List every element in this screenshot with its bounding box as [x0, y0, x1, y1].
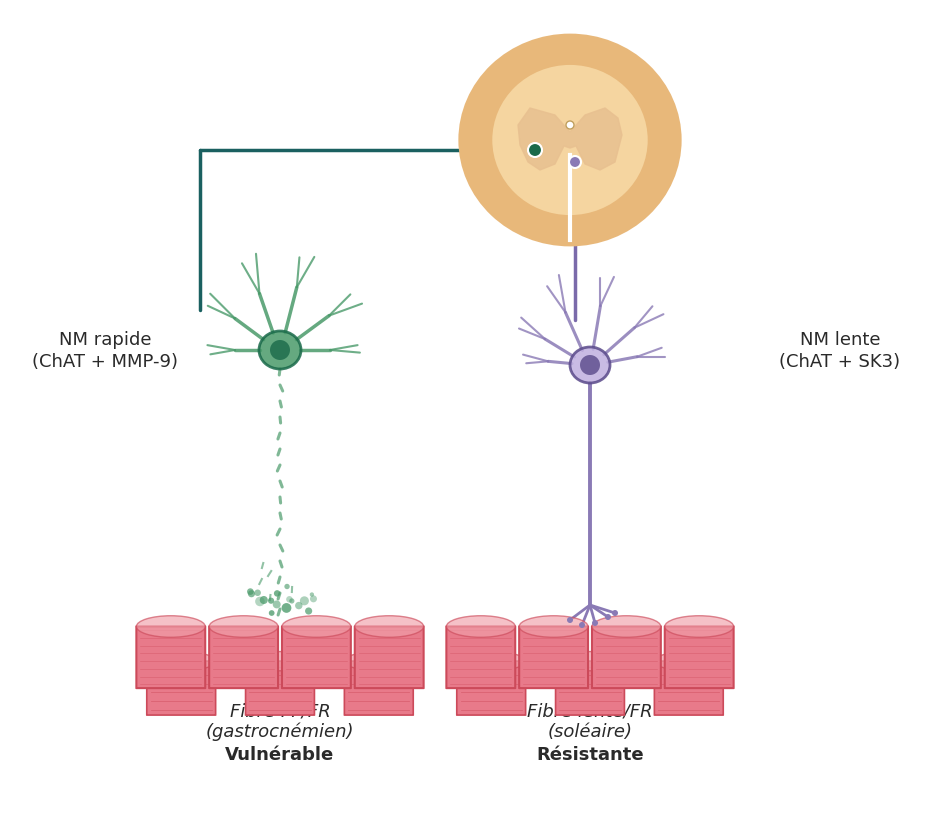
Ellipse shape [570, 347, 610, 383]
Circle shape [310, 592, 314, 596]
Ellipse shape [259, 331, 301, 369]
Circle shape [289, 598, 295, 604]
Circle shape [612, 610, 618, 616]
Circle shape [273, 601, 281, 608]
Circle shape [269, 610, 275, 616]
Circle shape [579, 622, 585, 628]
Circle shape [569, 156, 581, 168]
FancyBboxPatch shape [146, 661, 216, 715]
Circle shape [592, 620, 598, 626]
FancyBboxPatch shape [344, 661, 414, 715]
Circle shape [566, 121, 574, 129]
Text: (gastrocnémien): (gastrocnémien) [205, 722, 355, 741]
FancyBboxPatch shape [654, 661, 723, 715]
Circle shape [580, 355, 600, 375]
Circle shape [528, 143, 542, 157]
Ellipse shape [654, 652, 723, 671]
Circle shape [247, 588, 254, 595]
Ellipse shape [555, 652, 625, 671]
FancyBboxPatch shape [245, 661, 315, 715]
Circle shape [248, 591, 255, 597]
Circle shape [286, 596, 293, 602]
Text: Résistante: Résistante [536, 746, 644, 764]
Text: (ChAT + SK3): (ChAT + SK3) [780, 353, 901, 371]
FancyBboxPatch shape [209, 627, 278, 688]
FancyBboxPatch shape [665, 627, 733, 688]
Circle shape [270, 340, 290, 360]
Ellipse shape [245, 652, 315, 671]
FancyBboxPatch shape [555, 661, 625, 715]
Circle shape [255, 596, 264, 606]
Circle shape [310, 596, 317, 602]
Circle shape [300, 596, 309, 606]
Ellipse shape [519, 616, 588, 638]
FancyBboxPatch shape [446, 627, 515, 688]
Ellipse shape [136, 616, 205, 638]
Ellipse shape [146, 652, 216, 671]
Ellipse shape [282, 616, 351, 638]
Ellipse shape [492, 64, 649, 216]
Text: (ChAT + MMP-9): (ChAT + MMP-9) [32, 353, 178, 371]
Polygon shape [518, 108, 622, 170]
Circle shape [260, 596, 268, 604]
Ellipse shape [446, 616, 515, 638]
Text: NM lente: NM lente [800, 331, 881, 349]
Ellipse shape [456, 652, 526, 671]
Circle shape [274, 591, 281, 596]
FancyBboxPatch shape [281, 627, 351, 688]
Text: (soléaire): (soléaire) [548, 723, 632, 741]
Text: Vulnérable: Vulnérable [225, 746, 335, 764]
Circle shape [268, 597, 274, 604]
Ellipse shape [459, 35, 680, 245]
Circle shape [605, 614, 611, 620]
FancyBboxPatch shape [456, 661, 526, 715]
Text: NM rapide: NM rapide [59, 331, 151, 349]
Circle shape [284, 584, 290, 589]
Circle shape [567, 617, 573, 623]
Ellipse shape [355, 616, 423, 638]
Circle shape [281, 603, 291, 613]
Ellipse shape [592, 616, 661, 638]
Ellipse shape [344, 652, 414, 671]
Text: Fibre FF/FR: Fibre FF/FR [229, 703, 330, 721]
FancyBboxPatch shape [136, 627, 205, 688]
FancyBboxPatch shape [592, 627, 661, 688]
FancyBboxPatch shape [519, 627, 588, 688]
Circle shape [295, 602, 302, 609]
FancyBboxPatch shape [355, 627, 423, 688]
Circle shape [305, 607, 312, 615]
Ellipse shape [665, 616, 733, 638]
Circle shape [254, 590, 261, 596]
Ellipse shape [209, 616, 278, 638]
Text: Fibre lente/FR: Fibre lente/FR [527, 703, 652, 721]
